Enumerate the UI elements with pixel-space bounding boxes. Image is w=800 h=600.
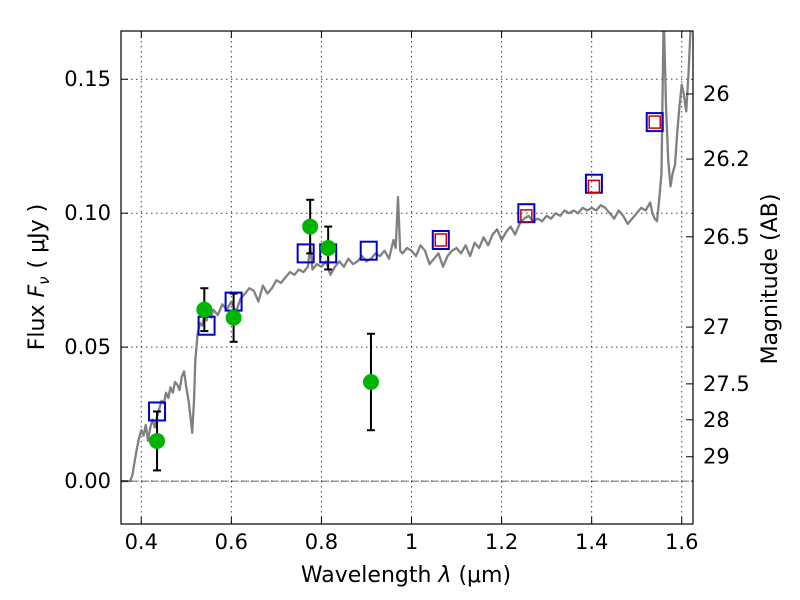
x-axis-label-symbol: λ: [437, 563, 451, 588]
y2-axis-label: Magnitude (AB): [758, 194, 783, 365]
x-tick-label: 1: [405, 530, 418, 554]
y-axis-label-subscript: ν: [35, 276, 53, 284]
blue-square-marker: [431, 229, 450, 250]
x-tick-label: 0.6: [215, 530, 248, 554]
x-tick-label: 1.2: [485, 530, 518, 554]
red-square-marker: [520, 209, 533, 223]
y-axis-label-prefix: Flux: [25, 304, 50, 350]
y-tick-label: 0.15: [64, 67, 111, 91]
axes-layer: 0.4 0.6 0.8 1 1.2 1.4 1.6 0.00 0.05 0.10 0.15 26 26.…: [64, 31, 750, 554]
red-square-marker: [434, 233, 448, 247]
red-square-marker: [587, 179, 601, 194]
mag-tick-label: 26.2: [703, 147, 750, 171]
mag-tick-label: 26.5: [703, 225, 750, 249]
y-tick-label: 0.00: [64, 469, 111, 493]
green-data-point: [225, 309, 242, 326]
blue-square-marker: [148, 401, 167, 422]
grid-lines: [121, 31, 693, 524]
x-tick-label: 0.4: [125, 530, 158, 554]
y-axis-label-symbol: F: [25, 284, 50, 297]
data-layer: [121, 31, 692, 483]
x-tick-label: 1.4: [575, 530, 608, 554]
green-data-point: [320, 240, 337, 257]
green-data-point: [302, 218, 319, 235]
blue-square-marker: [645, 112, 664, 133]
x-tick-label: 1.6: [665, 530, 698, 554]
mag-tick-label: 28: [703, 408, 730, 432]
x-tick-label: 0.8: [305, 530, 338, 554]
green-data-point: [196, 301, 213, 318]
blue-square-marker: [359, 240, 378, 261]
x-axis-label: Wavelength λ (μm): [301, 563, 511, 588]
y-tick-label: 0.05: [64, 335, 111, 359]
mag-tick-label: 26: [703, 82, 730, 106]
x-axis-label-prefix: Wavelength: [301, 563, 432, 588]
mag-tick-label: 29: [703, 445, 730, 469]
green-data-point: [362, 373, 379, 390]
y-axis-label: Flux Fν ( μJy ): [25, 204, 53, 350]
blue-square-marker: [296, 243, 315, 264]
x-axis-label-unit: (μm): [458, 563, 511, 588]
green-data-point: [149, 432, 166, 449]
mag-tick-label: 27.5: [703, 372, 750, 396]
y-axis-label-unit: ( μJy ): [25, 204, 50, 269]
mag-tick-label: 27: [703, 315, 730, 339]
y-tick-label: 0.10: [64, 201, 111, 225]
model-spectrum-line: [121, 31, 692, 483]
plot-frame: [120, 30, 694, 525]
red-square-marker: [648, 115, 661, 129]
